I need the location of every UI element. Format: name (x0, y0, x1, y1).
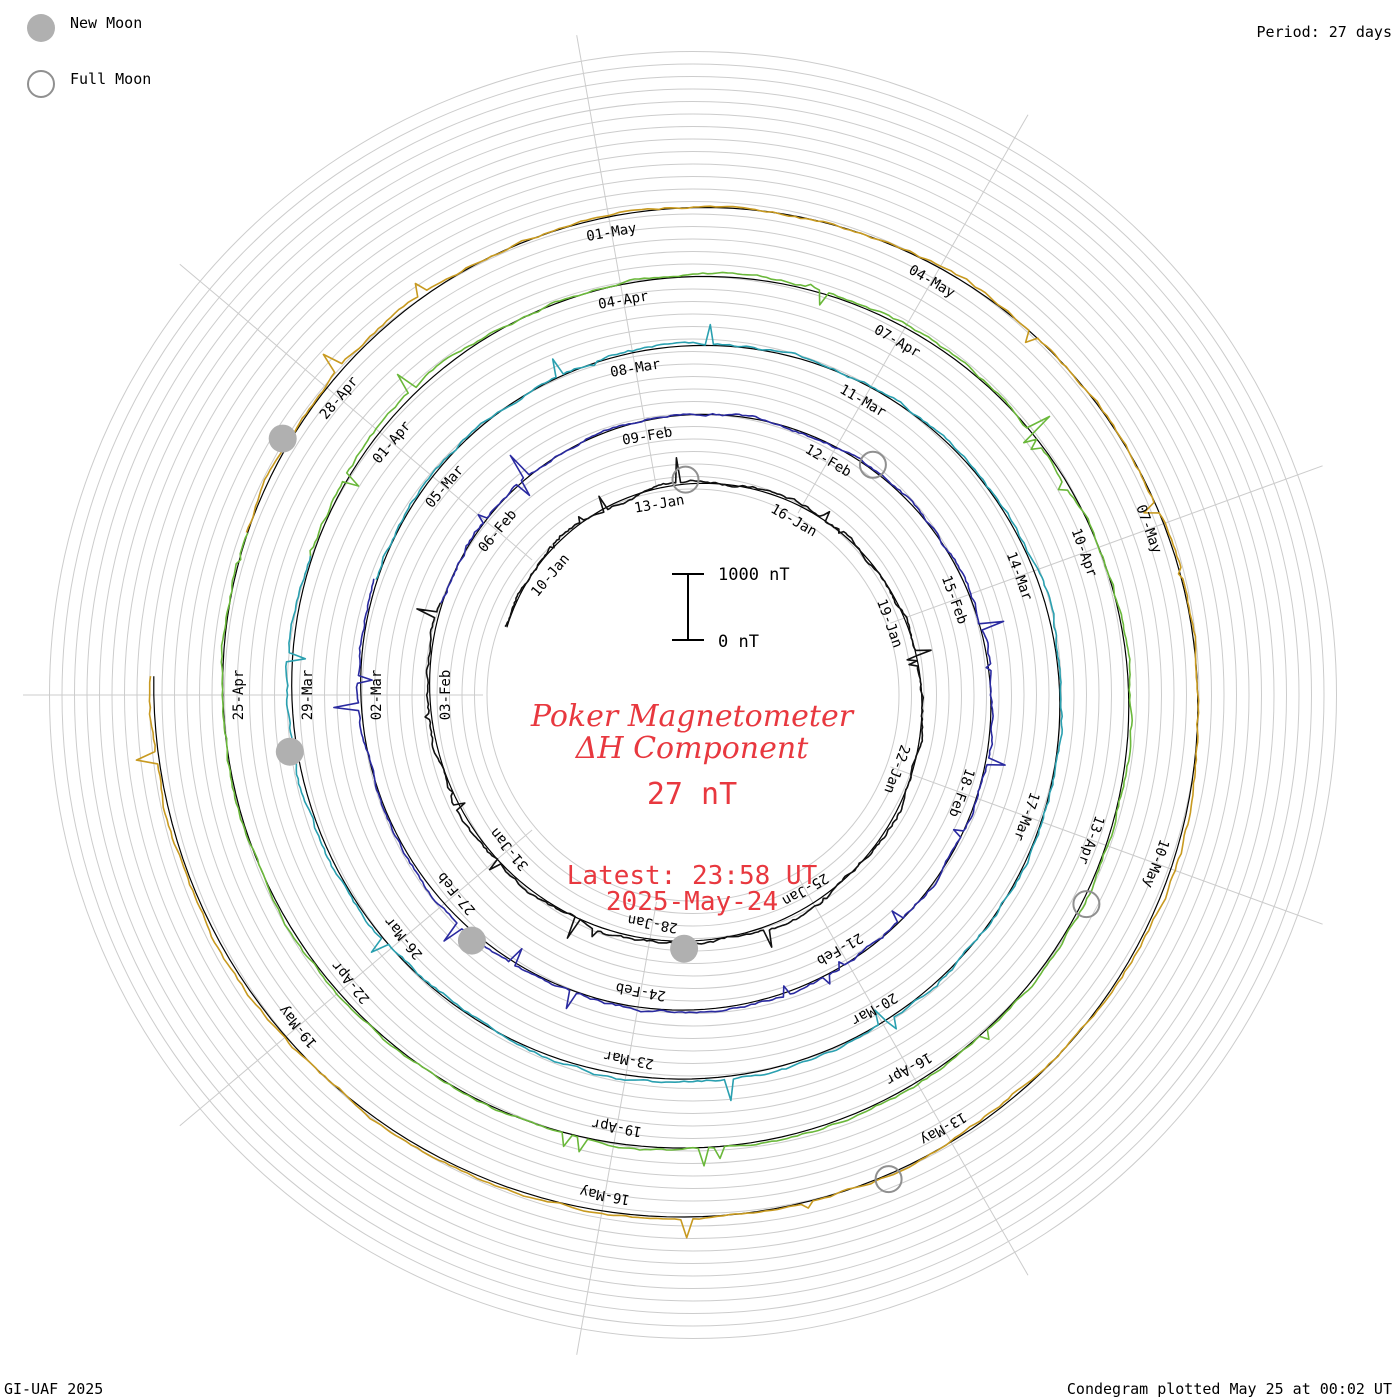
new-moon-marker (268, 424, 297, 453)
latest-date: 2025-May-24 (606, 887, 778, 917)
chart-moon-markers (268, 424, 1101, 1194)
date-label: 20-Mar (848, 989, 900, 1028)
trace-cycle-1 (416, 457, 932, 948)
grid-spoke (179, 263, 533, 561)
trace-cycle-3 (285, 323, 1063, 1102)
full-moon-legend-label: Full Moon (70, 70, 152, 88)
date-label: 24-Feb (615, 979, 668, 1004)
chart-traces (135, 205, 1200, 1239)
new-moon-marker (275, 737, 304, 766)
scale-bar: 1000 nT 0 nT (672, 565, 790, 652)
grid-ring (474, 476, 912, 914)
date-label: 06-Feb (475, 507, 520, 556)
scale-bottom-label: 0 nT (718, 632, 759, 652)
grid-spoke (576, 901, 657, 1355)
latest-time: Latest: 23:58 UT (567, 861, 818, 891)
period-label: Period: 27 days (1256, 23, 1392, 41)
plotted-label: Condegram plotted May 25 at 00:02 UT (1066, 1380, 1392, 1398)
grid-spoke (179, 829, 533, 1127)
date-label: 19-Jan (873, 597, 905, 650)
date-label: 05-Mar (423, 462, 468, 511)
full-moon-marker (874, 1165, 903, 1194)
date-label: 29-Mar (300, 670, 316, 721)
title-line-2: ΔH Component (575, 731, 809, 766)
date-label: 09-Feb (621, 424, 674, 449)
date-label: 10-May (1140, 837, 1172, 890)
date-label: 12-Feb (802, 441, 854, 480)
date-label: 27-Feb (434, 869, 479, 918)
credit-label: GI-UAF 2025 (4, 1380, 104, 1398)
current-value: 27 nT (647, 777, 737, 812)
chart-grid (23, 35, 1337, 1355)
trace-cycle-4 (220, 271, 1133, 1167)
date-label: 13-May (917, 1109, 969, 1148)
grid-ring (461, 463, 925, 927)
center-title: Poker Magnetometer ΔH Component 27 nT La… (530, 699, 855, 917)
new-moon-marker (670, 934, 699, 963)
date-label: 31-Jan (487, 824, 532, 873)
date-label: 02-Mar (369, 670, 385, 721)
new-moon-marker (457, 926, 486, 955)
date-label: 16-Jan (768, 501, 820, 540)
trace-cycle-2 (333, 412, 1006, 1014)
date-label: 10-Jan (528, 551, 573, 600)
title-line-1: Poker Magnetometer (530, 699, 855, 734)
trace-cycle-5 (135, 205, 1200, 1239)
full-moon-marker (858, 450, 887, 479)
date-label: 03-Feb (438, 670, 454, 721)
full-moon-marker (671, 465, 700, 494)
date-label: 04-Apr (597, 288, 650, 313)
full-moon-marker (1072, 890, 1101, 919)
date-label: 16-May (579, 1183, 632, 1208)
new-moon-legend-icon (27, 14, 55, 42)
full-moon-legend-icon (27, 70, 55, 98)
date-label: 22-Apr (329, 957, 374, 1006)
date-label: 19-May (276, 1002, 321, 1051)
grid-spoke (576, 35, 657, 489)
scale-top-label: 1000 nT (718, 565, 790, 585)
date-label: 25-Apr (231, 670, 247, 721)
date-label: 19-Apr (591, 1115, 644, 1140)
new-moon-legend-label: New Moon (70, 14, 143, 32)
grid-spoke (797, 876, 1029, 1276)
grid-spoke (890, 465, 1323, 624)
date-label: 26-Mar (381, 913, 426, 962)
date-label: 07-Apr (871, 322, 923, 361)
date-label: 10-Apr (1068, 526, 1100, 579)
date-label: 23-Mar (603, 1047, 656, 1072)
date-label: 28-Apr (317, 374, 362, 423)
